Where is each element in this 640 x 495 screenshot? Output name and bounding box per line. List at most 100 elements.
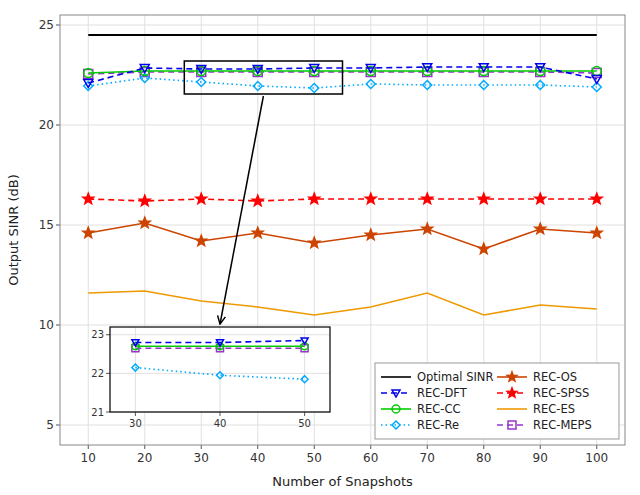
marker (422, 193, 433, 203)
series-line (88, 223, 597, 249)
chart-canvas: 102030405060708090100510152025Number of … (0, 0, 640, 495)
tick-label-x: 30 (129, 418, 142, 429)
arrow (220, 96, 263, 324)
marker (309, 193, 320, 203)
series-line (135, 341, 304, 343)
marker (479, 64, 488, 72)
legend-marker (392, 405, 400, 413)
tick-x (427, 445, 428, 449)
tick-x (257, 445, 258, 449)
tick-x (314, 445, 315, 449)
legend-swatch (497, 408, 527, 410)
marker (591, 227, 602, 237)
tick-label-x: 50 (307, 451, 322, 465)
main-plot: 102030405060708090100510152025Number of … (6, 15, 625, 489)
legend-label: REC-OS (533, 370, 577, 384)
tick-x (596, 445, 597, 449)
data-group (132, 338, 308, 383)
tick-label-y: 20 (39, 118, 54, 132)
grid-line-y (60, 25, 625, 26)
plot-frame (60, 15, 625, 445)
legend-marker (507, 372, 517, 381)
marker (253, 82, 262, 91)
tick-label-x: 30 (194, 451, 209, 465)
marker (196, 193, 207, 203)
grid-line-y (60, 125, 625, 126)
data-group (83, 35, 602, 315)
tick-y (56, 125, 60, 126)
marker (253, 66, 262, 74)
tick-y (56, 225, 60, 226)
marker (478, 243, 489, 253)
tick-label-x: 60 (363, 451, 378, 465)
marker (422, 223, 433, 233)
marker (310, 65, 319, 73)
marker (365, 229, 376, 239)
legend-label: REC-MEPS (533, 418, 592, 432)
marker (84, 80, 93, 88)
tick-x (483, 445, 484, 449)
marker (132, 340, 139, 346)
grid-line-y (60, 325, 625, 326)
tick-label-x: 40 (214, 418, 227, 429)
series-line (88, 199, 597, 201)
legend-marker (507, 388, 517, 397)
marker (84, 70, 93, 79)
plot-background (110, 327, 330, 412)
tick-x (540, 445, 541, 449)
marker (196, 235, 207, 245)
marker (423, 64, 432, 72)
tick-label-y: 21 (91, 407, 104, 418)
marker (591, 193, 602, 203)
tick-y (56, 325, 60, 326)
tick-label-y: 22 (91, 368, 104, 379)
marker (365, 193, 376, 203)
series-line (135, 368, 304, 380)
marker (535, 223, 546, 233)
legend: Optimal SINRREC-DFTREC-CCREC-ReREC-OSREC… (375, 363, 619, 439)
marker (197, 78, 206, 87)
tick-label-y: 10 (39, 318, 54, 332)
tick-label-x: 100 (585, 451, 608, 465)
marker (366, 80, 375, 89)
tick-label-x: 40 (250, 451, 265, 465)
marker (536, 64, 545, 72)
legend-swatch (381, 392, 411, 394)
tick-x (304, 412, 305, 416)
marker (83, 193, 94, 203)
legend-swatch (381, 376, 411, 378)
legend-swatch (497, 424, 527, 426)
marker (252, 195, 263, 205)
marker (139, 217, 150, 227)
plot-frame (110, 327, 330, 412)
grid-line-y (110, 373, 330, 374)
tick-label-x: 70 (420, 451, 435, 465)
tick-label-x: 90 (533, 451, 548, 465)
marker (140, 65, 149, 73)
legend-swatch (381, 408, 411, 410)
marker (592, 67, 601, 76)
legend-marker (508, 421, 516, 429)
legend-label: REC-Re (417, 418, 459, 432)
legend-label: REC-ES (533, 402, 575, 416)
series-line (135, 347, 304, 349)
legend-swatch (381, 424, 411, 426)
highlight-box (184, 61, 342, 94)
plot-background (60, 15, 625, 445)
marker (301, 376, 308, 383)
marker (536, 81, 545, 90)
marker (83, 227, 94, 237)
marker (535, 193, 546, 203)
marker (252, 227, 263, 237)
legend-marker (392, 421, 400, 429)
tick-y (56, 25, 60, 26)
legend-box (375, 363, 619, 439)
tick-x (370, 445, 371, 449)
marker (479, 81, 488, 90)
legend-label: Optimal SINR (417, 370, 493, 384)
marker (217, 340, 224, 346)
y-axis-label: Output SINR (dB) (6, 174, 21, 286)
marker (592, 76, 601, 84)
marker (366, 65, 375, 73)
marker (253, 67, 262, 76)
